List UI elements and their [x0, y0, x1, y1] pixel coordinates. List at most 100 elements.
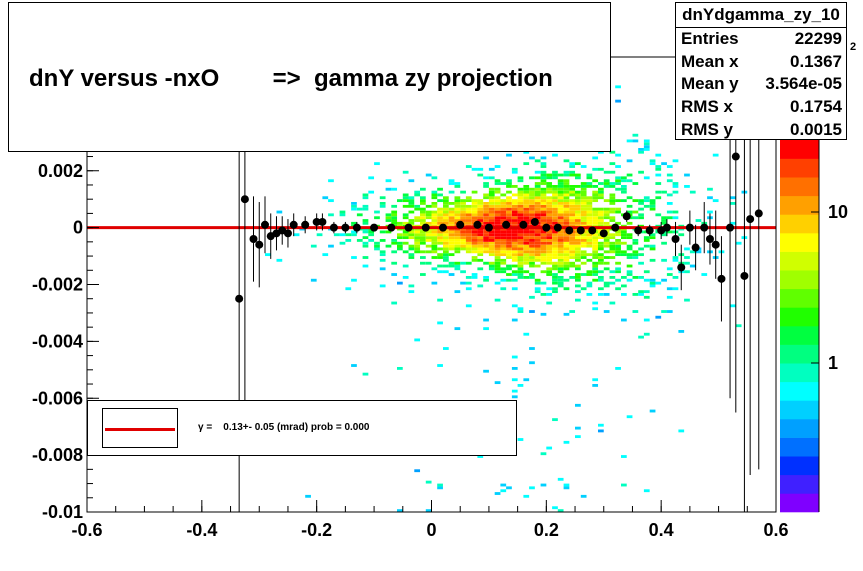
heatmap-cell	[483, 261, 489, 265]
heatmap-cell	[586, 239, 593, 242]
heatmap-cell	[580, 187, 587, 191]
heatmap-cell	[540, 312, 547, 316]
heatmap-cell	[666, 165, 673, 168]
profile-point	[740, 271, 749, 280]
heatmap-cell	[615, 176, 621, 180]
heatmap-cell	[598, 236, 604, 240]
heatmap-cell	[575, 204, 581, 208]
heatmap-cell	[557, 270, 564, 274]
heatmap-cell	[661, 219, 667, 222]
heatmap-cell	[580, 250, 587, 254]
heatmap-cell	[609, 233, 616, 237]
fit-legend: γ = 0.13+- 0.05 (mrad) prob = 0.000	[87, 400, 517, 456]
heatmap-cell	[517, 179, 524, 183]
heatmap-cell	[500, 239, 507, 242]
heatmap-cell	[557, 253, 564, 257]
heatmap-cell	[615, 367, 621, 370]
heatmap-cell	[483, 176, 489, 180]
heatmap-cell	[529, 193, 535, 197]
heatmap-cell	[460, 281, 466, 285]
heatmap-cell	[437, 213, 443, 217]
profile-point	[691, 243, 700, 252]
heatmap-cell	[598, 221, 604, 225]
heatmap-cell	[397, 199, 403, 203]
heatmap-cell	[374, 241, 380, 245]
heatmap-cell	[465, 247, 472, 251]
heatmap-cell	[511, 367, 518, 370]
legend-swatch	[102, 408, 178, 448]
heatmap-cell	[511, 193, 518, 197]
heatmap-cell	[621, 250, 627, 254]
heatmap-cell	[523, 244, 530, 248]
palette-swatch	[780, 140, 819, 159]
heatmap-cell	[563, 253, 570, 257]
heatmap-cell	[420, 216, 426, 220]
heatmap-cell	[414, 241, 421, 245]
profile-point	[711, 240, 720, 249]
heatmap-cell	[420, 273, 426, 276]
heatmap-cell	[494, 253, 501, 257]
heatmap-cell	[511, 204, 518, 208]
heatmap-cell	[563, 239, 570, 242]
heatmap-cell	[586, 244, 593, 248]
heatmap-cell	[448, 239, 455, 242]
heatmap-cell	[448, 190, 455, 194]
heatmap-cell	[517, 210, 524, 214]
heatmap-cell	[402, 213, 409, 217]
heatmap-cell	[454, 216, 461, 220]
heatmap-cell	[397, 244, 403, 248]
heatmap-cell	[563, 207, 570, 211]
heatmap-cell	[580, 236, 587, 240]
heatmap-cell	[592, 190, 599, 194]
heatmap-cell	[477, 239, 484, 242]
heatmap-cell	[655, 153, 662, 157]
heatmap-cell	[563, 244, 570, 248]
heatmap-cell	[437, 199, 443, 203]
heatmap-cell	[511, 210, 518, 214]
heatmap-cell	[563, 256, 570, 259]
heatmap-cell	[563, 264, 570, 268]
heatmap-cell	[575, 239, 581, 242]
heatmap-cell	[443, 253, 449, 257]
heatmap-cell	[615, 241, 621, 245]
palette-swatch	[780, 270, 819, 290]
heatmap-cell	[511, 170, 518, 174]
heatmap-cell	[425, 509, 432, 513]
heatmap-cell	[511, 318, 518, 322]
heatmap-cell	[649, 278, 656, 282]
heatmap-cell	[632, 133, 639, 137]
heatmap-cell	[575, 253, 581, 257]
heatmap-cell	[638, 335, 644, 339]
heatmap-cell	[465, 216, 472, 220]
profile-point	[662, 223, 671, 232]
heatmap-cell	[483, 318, 489, 322]
heatmap-cell	[385, 230, 392, 234]
heatmap-cell	[351, 233, 357, 237]
heatmap-cell	[465, 239, 472, 242]
heatmap-cell	[575, 258, 581, 262]
heatmap-cell	[483, 182, 489, 185]
heatmap-cell	[471, 199, 478, 203]
heatmap-cell	[666, 193, 673, 197]
heatmap-cell	[494, 241, 501, 245]
heatmap-cell	[391, 219, 398, 222]
heatmap-cell	[672, 159, 679, 163]
heatmap-cell	[615, 187, 621, 191]
heatmap-cell	[523, 230, 530, 234]
heatmap-cell	[643, 148, 650, 151]
heatmap-cell	[517, 384, 524, 387]
heatmap-cell	[563, 221, 570, 225]
heatmap-cell	[511, 264, 518, 268]
heatmap-cell	[483, 244, 489, 248]
heatmap-cell	[471, 213, 478, 217]
heatmap-cell	[488, 241, 495, 245]
heatmap-cell	[592, 156, 599, 160]
heatmap-cell	[385, 187, 392, 191]
heatmap-cell	[483, 221, 489, 225]
heatmap-cell	[569, 173, 576, 177]
heatmap-cell	[483, 236, 489, 240]
heatmap-cell	[603, 239, 610, 242]
heatmap-cell	[351, 204, 357, 208]
heatmap-cell	[351, 256, 357, 259]
heatmap-cell	[465, 261, 472, 265]
